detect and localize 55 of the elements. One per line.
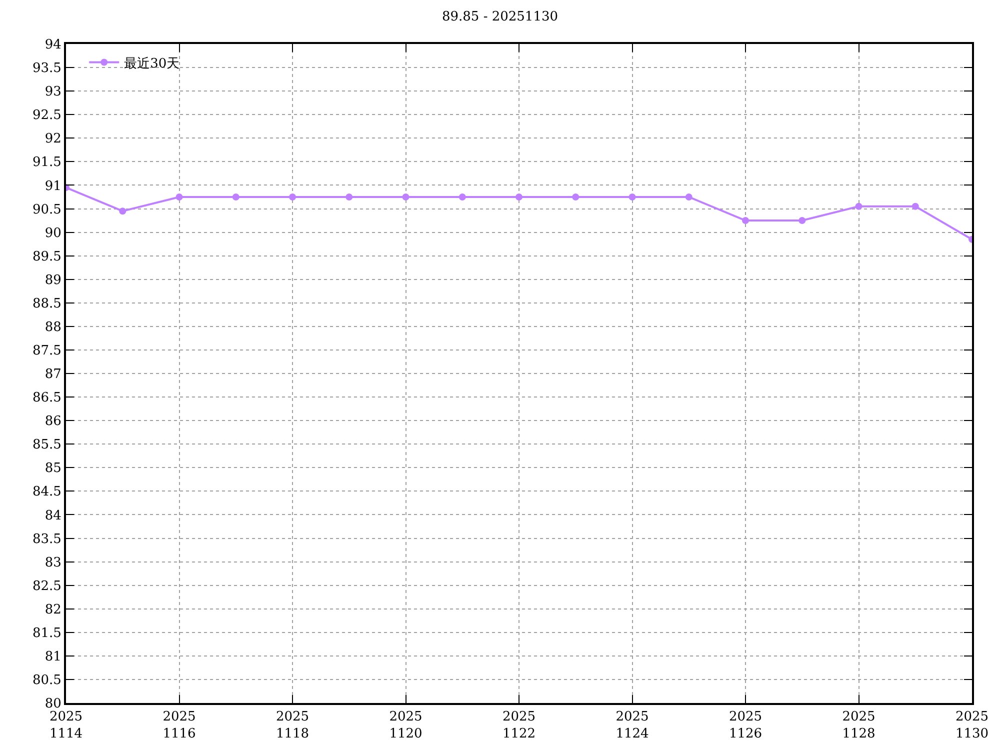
x-tick-label: 2025 1122: [502, 710, 536, 742]
x-tick-label: 2025 1124: [616, 710, 649, 742]
y-tick-label: 80.5: [32, 673, 62, 688]
y-tick-label: 83.5: [32, 532, 62, 547]
y-tick-label: 87.5: [32, 344, 62, 359]
x-tick-label: 2025 1128: [842, 710, 876, 742]
y-tick-label: 86.5: [32, 390, 62, 406]
y-tick-label: 90: [44, 226, 62, 241]
point: [119, 208, 126, 215]
y-tick-label: 84.5: [32, 484, 62, 500]
y-tick-label: 82.5: [32, 578, 62, 594]
y-tick-label: 82: [44, 602, 62, 618]
x-tick-label: 2025 1126: [728, 710, 762, 742]
point: [798, 217, 806, 224]
point: [289, 193, 296, 200]
y-tick-label: 91.5: [32, 155, 62, 170]
y-tick-label: 93: [44, 84, 62, 100]
point: [855, 202, 862, 210]
y-tick-label: 92: [44, 132, 62, 147]
y-tick-label: 89.5: [32, 249, 62, 264]
y-tick-label: 88.5: [32, 296, 62, 312]
y-tick-label: 91: [44, 178, 62, 194]
legend-label: 最近30天: [124, 56, 180, 72]
x-tick-label: 2025 1118: [276, 710, 310, 742]
point: [232, 193, 240, 200]
point: [402, 193, 410, 200]
y-tick-label: 80: [44, 696, 62, 712]
y-tick-label: 94: [44, 38, 62, 53]
y-tick-label: 85.5: [32, 438, 62, 453]
point: [176, 193, 183, 200]
x-tick-label: 2025 1130: [955, 710, 989, 742]
point: [628, 193, 636, 200]
point: [912, 202, 919, 210]
y-tick-label: 89: [44, 272, 62, 288]
point: [685, 193, 692, 200]
x-tick-label: 2025 1116: [162, 710, 196, 742]
y-tick-label: 86: [44, 414, 62, 430]
y-tick-label: 87: [44, 367, 62, 382]
y-tick-label: 84: [44, 508, 62, 524]
point: [572, 193, 580, 200]
y-tick-label: 90.5: [32, 202, 62, 218]
point: [346, 193, 353, 200]
chart-title: 89.85 - 20251130: [442, 9, 558, 24]
x-tick-label: 2025 1120: [389, 710, 422, 742]
y-tick-label: 81.5: [32, 626, 62, 641]
y-tick-label: 81: [44, 649, 62, 664]
y-tick-label: 83: [44, 555, 62, 570]
point: [742, 217, 749, 224]
x-tick-label: 2025 1114: [49, 710, 83, 742]
y-tick-label: 85: [44, 461, 62, 476]
y-tick-label: 88: [44, 320, 62, 335]
point: [458, 193, 466, 200]
point: [516, 193, 522, 200]
y-tick-label: 93.5: [32, 61, 62, 76]
y-tick-label: 92.5: [32, 108, 62, 124]
